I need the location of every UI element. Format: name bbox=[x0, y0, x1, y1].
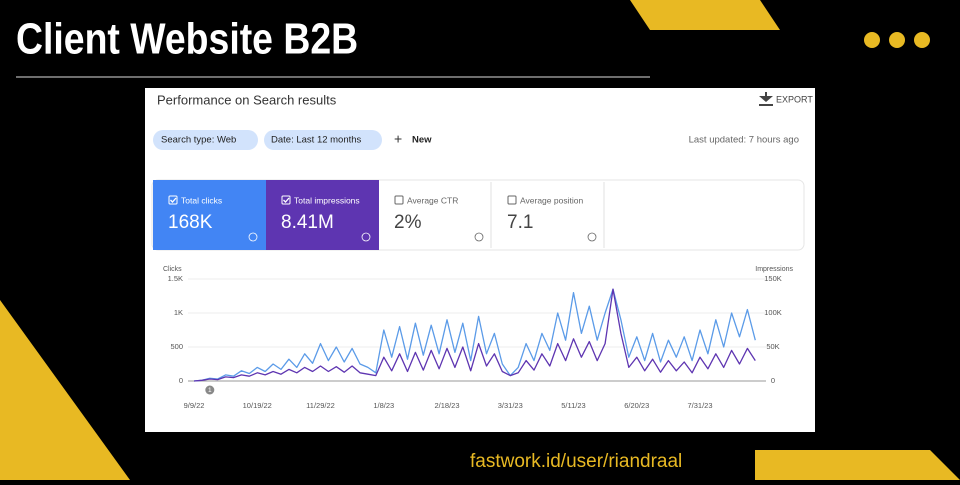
x-tick-label: 10/19/22 bbox=[243, 401, 272, 410]
export-icon[interactable] bbox=[759, 92, 773, 106]
chip[interactable] bbox=[153, 130, 258, 150]
last-updated: Last updated: 7 hours ago bbox=[689, 135, 799, 146]
checkbox[interactable] bbox=[168, 195, 178, 205]
help-icon bbox=[361, 232, 371, 242]
footer-url: fastwork.id/user/riandraal bbox=[470, 451, 682, 472]
y2-tick-label: 150K bbox=[764, 274, 782, 283]
page-title: Client Website B2B bbox=[16, 14, 358, 64]
checkbox[interactable] bbox=[281, 195, 291, 205]
line-series bbox=[193, 288, 756, 382]
deco-dot bbox=[889, 32, 905, 48]
annotation-marker[interactable] bbox=[205, 385, 215, 395]
x-tick-label: 5/11/23 bbox=[561, 401, 585, 410]
metrics: Total clicks 168K Total impressions 8.41M Av… bbox=[168, 195, 597, 242]
y-tick-label: 500 bbox=[170, 342, 183, 351]
deco-bar bbox=[755, 450, 960, 480]
chart: Clicks Impressions 0 500 1K 1.5K 0 50K 100K 150K 9… bbox=[163, 266, 794, 410]
x-tick-label: 1/8/23 bbox=[373, 401, 394, 410]
line-series bbox=[193, 288, 756, 382]
x-tick-label: 2/18/23 bbox=[434, 401, 459, 410]
x-tick-label: 11/29/22 bbox=[306, 401, 335, 410]
check bbox=[283, 197, 290, 203]
annotation-label[interactable]: 1 bbox=[208, 387, 212, 394]
y-tick-label: 0 bbox=[179, 376, 183, 385]
help-icon bbox=[474, 232, 484, 242]
metric-label: Average CTR bbox=[407, 195, 458, 205]
metric-value: 8.41M bbox=[281, 212, 334, 233]
panel bbox=[145, 88, 815, 432]
metric-value: 168K bbox=[168, 212, 213, 233]
help-icon bbox=[248, 232, 258, 242]
metric-card[interactable] bbox=[153, 180, 266, 250]
metric-label: Total impressions bbox=[294, 195, 360, 205]
deco-dot bbox=[864, 32, 880, 48]
metric-value: 7.1 bbox=[507, 212, 533, 233]
checkbox[interactable] bbox=[394, 195, 404, 205]
chip-label[interactable]: Date: Last 12 months bbox=[271, 135, 362, 146]
plus-icon[interactable]: + bbox=[394, 131, 402, 147]
export-button[interactable]: EXPORT bbox=[776, 94, 813, 104]
deco-bar bbox=[630, 0, 780, 30]
y2-tick-label: 0 bbox=[771, 376, 775, 385]
checkbox[interactable] bbox=[507, 195, 517, 205]
y2-tick-label: 100K bbox=[764, 308, 782, 317]
metric-card[interactable] bbox=[266, 180, 379, 250]
y-axis-title: Clicks bbox=[163, 266, 182, 273]
y2-axis-title: Impressions bbox=[755, 266, 793, 273]
check bbox=[170, 197, 177, 203]
chip-label[interactable]: Search type: Web bbox=[161, 135, 236, 146]
x-tick-label: 6/20/23 bbox=[624, 401, 649, 410]
x-tick-label: 7/31/23 bbox=[687, 401, 712, 410]
panel-title: Performance on Search results bbox=[157, 92, 337, 107]
metric-label: Total clicks bbox=[181, 195, 222, 205]
deco-dot bbox=[914, 32, 930, 48]
metric-label: Average position bbox=[520, 195, 583, 205]
metric-value: 2% bbox=[394, 212, 422, 233]
help-icon bbox=[587, 232, 597, 242]
new-button[interactable]: New bbox=[412, 135, 432, 146]
x-tick-label: 3/31/23 bbox=[498, 401, 523, 410]
y-tick-label: 1.5K bbox=[168, 274, 183, 283]
chip[interactable] bbox=[264, 130, 382, 150]
y-tick-label: 1K bbox=[174, 308, 183, 317]
y2-tick-label: 50K bbox=[766, 342, 779, 351]
deco-triangle bbox=[0, 300, 130, 480]
x-tick-label: 9/9/22 bbox=[184, 401, 205, 410]
